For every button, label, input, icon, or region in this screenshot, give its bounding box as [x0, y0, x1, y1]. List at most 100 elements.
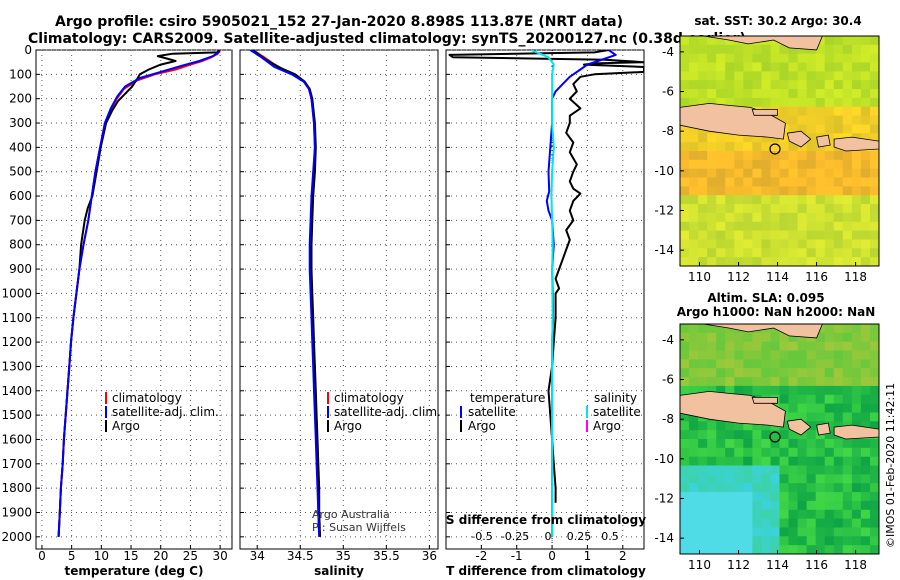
map-cell [734, 500, 744, 511]
map-cell [842, 341, 853, 352]
map-cell [815, 412, 826, 422]
map-cell [842, 115, 853, 125]
map-cell [797, 204, 808, 214]
map-cell [752, 53, 762, 64]
map-cell [806, 239, 817, 249]
map-cell [707, 257, 717, 266]
map-cell [797, 53, 808, 64]
map-cell [779, 518, 790, 528]
map-cell [707, 195, 717, 205]
map-cell [842, 359, 853, 369]
map-cell [824, 221, 835, 232]
map-cell [842, 439, 853, 449]
map-cell [815, 159, 826, 170]
map-cell [680, 142, 690, 152]
map-cell [815, 377, 826, 387]
map-cell [716, 483, 726, 493]
map-cell [770, 483, 781, 493]
salinity-line-climatology [252, 50, 321, 537]
map-cell [716, 518, 726, 528]
x-tick-label: 0 [38, 549, 46, 563]
map-cell [833, 168, 844, 179]
map-cell [824, 500, 835, 511]
map-cell [833, 545, 844, 554]
map-cell [707, 177, 717, 187]
map-cell [761, 509, 771, 520]
map-cell [824, 36, 835, 46]
map-cell [870, 257, 879, 266]
map-cell [860, 124, 871, 134]
map-cell [842, 168, 853, 179]
map-cell [860, 403, 871, 413]
temperature-xlabel: temperature (deg C) [65, 564, 204, 578]
map-cell [707, 133, 717, 143]
map-cell [734, 368, 744, 378]
map-cell [743, 447, 753, 458]
map-cell [707, 377, 717, 387]
map-cell [851, 518, 862, 528]
map-cell [743, 465, 753, 475]
map-cell [870, 97, 879, 108]
map-cell [689, 536, 699, 546]
map-cell [743, 257, 753, 266]
map-cell [680, 492, 690, 502]
map-cell [860, 44, 871, 55]
map-cell [752, 527, 762, 537]
map-cell [707, 168, 717, 179]
map-cell [806, 62, 817, 72]
map-cell [725, 62, 735, 72]
map-cell [842, 124, 853, 134]
map-cell [806, 230, 817, 240]
map-cell [752, 465, 762, 475]
map-cell [833, 53, 844, 64]
map-cell [761, 492, 771, 502]
map-cell [842, 212, 853, 223]
map-cell [824, 368, 835, 378]
map-cell [770, 44, 781, 55]
map-cell [743, 62, 753, 72]
map-cell [815, 53, 826, 64]
map-cell [707, 62, 717, 72]
map-cell [824, 350, 835, 360]
map-cell [779, 142, 790, 152]
map-cell [815, 89, 826, 99]
map-cell [824, 324, 835, 334]
map-cell [734, 204, 744, 214]
map-cell [860, 186, 871, 196]
map-cell [779, 500, 790, 511]
map-cell [824, 412, 835, 422]
map-cell [860, 53, 871, 64]
map-cell [734, 97, 744, 108]
map-cell [707, 527, 717, 537]
map-cell [707, 53, 717, 64]
y-tick-label: 800 [9, 238, 32, 252]
map-cell [689, 53, 699, 64]
difference-xlabel-top: S difference from climatology [446, 513, 646, 527]
map-cell [716, 36, 726, 46]
map-cell [743, 536, 753, 546]
map-cell [698, 44, 708, 55]
map-cell [806, 350, 817, 360]
map-cell [770, 195, 781, 205]
map-cell [770, 500, 781, 511]
map-cell [743, 212, 753, 223]
map-cell [761, 377, 771, 387]
map-cell [761, 430, 771, 440]
map-cell [860, 368, 871, 378]
land-mass [816, 422, 831, 436]
map-cell [779, 168, 790, 179]
map-cell [851, 474, 862, 484]
map-cell [689, 350, 699, 360]
map-cell [698, 53, 708, 64]
map-cell [851, 89, 862, 99]
map-cell [870, 71, 879, 81]
map-cell [833, 359, 844, 369]
map-cell [734, 44, 744, 55]
map-cell [716, 500, 726, 511]
map-cell [797, 195, 808, 205]
map-cell [797, 359, 808, 369]
map-cell [770, 186, 781, 196]
map-cell [833, 186, 844, 196]
map-cell [725, 239, 735, 249]
map-cell [815, 62, 826, 72]
